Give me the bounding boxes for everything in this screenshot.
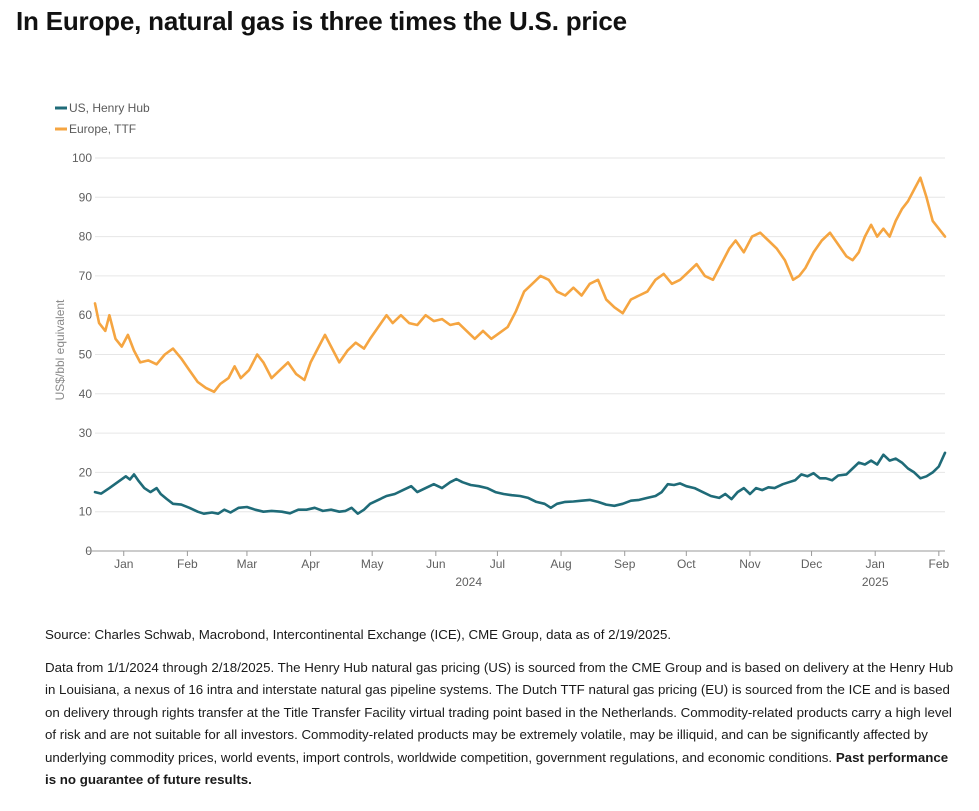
x-tick-label: Oct <box>677 557 696 571</box>
x-tick-label: Jan <box>114 557 133 571</box>
x-tick-label: Jun <box>426 557 445 571</box>
legend-label: Europe, TTF <box>69 122 136 136</box>
disclaimer-text: Data from 1/1/2024 through 2/18/2025. Th… <box>45 660 954 765</box>
y-tick-label: 10 <box>79 505 93 519</box>
y-tick-label: 80 <box>79 230 93 244</box>
x-tick-label: Jan <box>866 557 885 571</box>
x-year-label: 2025 <box>862 575 889 589</box>
x-tick-label: Sep <box>614 557 636 571</box>
chart-headline: In Europe, natural gas is three times th… <box>16 6 627 36</box>
y-axis-title: US$/bbl equivalent <box>53 299 67 400</box>
y-tick-label: 30 <box>79 426 93 440</box>
gridlines <box>95 157 945 513</box>
y-tick-label: 50 <box>79 348 93 362</box>
series-line-europe-ttf <box>93 176 947 394</box>
series-line-us-henry-hub <box>93 451 947 515</box>
x-tick-label: Jul <box>490 557 505 571</box>
source-note: Source: Charles Schwab, Macrobond, Inter… <box>45 627 672 642</box>
x-tick-label: Apr <box>301 557 320 571</box>
y-tick-label: 100 <box>72 151 92 165</box>
x-tick-label: Feb <box>928 557 949 571</box>
x-tick-label: May <box>361 557 384 571</box>
x-tick-label: Aug <box>550 557 571 571</box>
y-tick-label: 40 <box>79 387 93 401</box>
y-tick-label: 90 <box>79 190 93 204</box>
x-tick-label: Feb <box>177 557 198 571</box>
x-tick-label: Nov <box>739 557 760 571</box>
x-tick-label: Mar <box>237 557 258 571</box>
y-tick-label: 70 <box>79 269 93 283</box>
disclaimer-note: Data from 1/1/2024 through 2/18/2025. Th… <box>45 657 957 791</box>
legend: US, Henry Hub Europe, TTF <box>55 101 150 136</box>
y-tick-label: 60 <box>79 308 93 322</box>
x-tick-label: Dec <box>801 557 822 571</box>
y-tick-label: 20 <box>79 465 93 479</box>
x-year-label: 2024 <box>455 575 482 589</box>
disclaimer-bold: Past performance is no guarantee of futu… <box>45 749 949 788</box>
legend-label: US, Henry Hub <box>69 101 150 115</box>
series-lines <box>93 176 947 515</box>
